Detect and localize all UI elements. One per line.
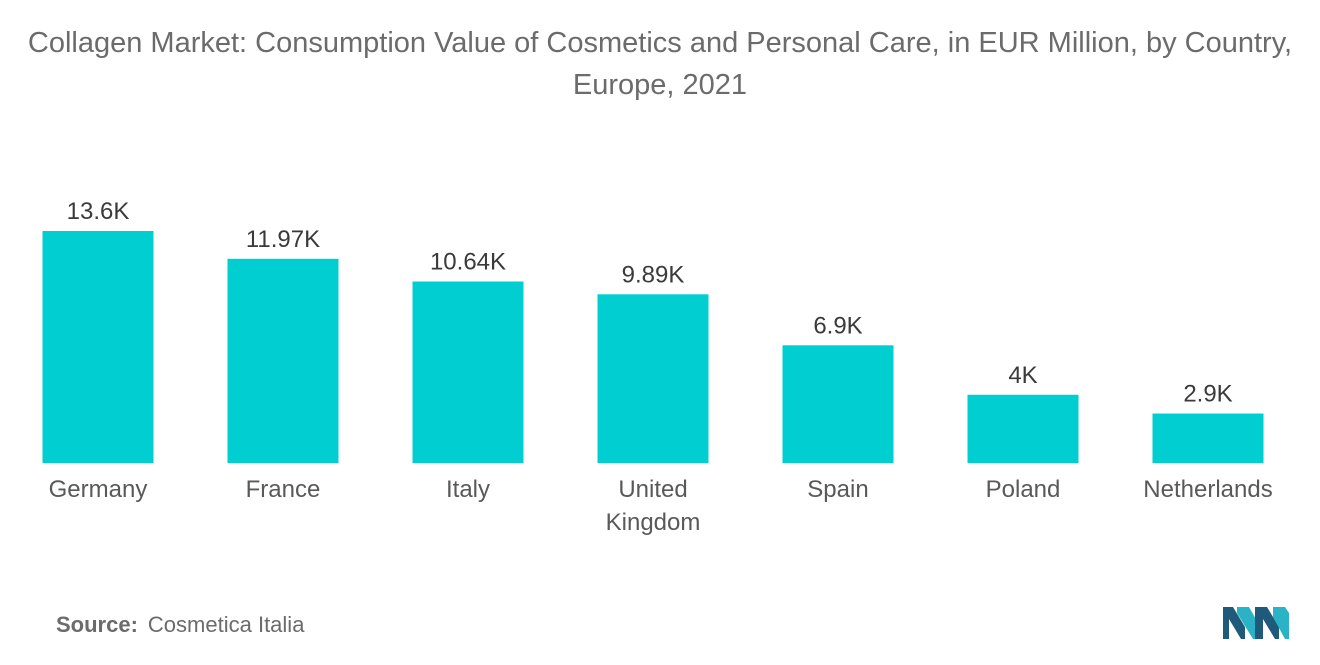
- category-label: Netherlands: [1143, 476, 1272, 503]
- bar-france: [227, 258, 339, 463]
- value-label: 11.97K: [246, 226, 320, 253]
- value-label: 10.64K: [430, 248, 506, 275]
- value-label: 6.9K: [813, 312, 862, 339]
- category-label: United: [618, 476, 687, 503]
- category-label: Poland: [986, 476, 1061, 503]
- value-label: 9.89K: [622, 261, 685, 288]
- chart-title: Collagen Market: Consumption Value of Co…: [27, 27, 1293, 101]
- category-label: France: [246, 476, 321, 503]
- value-label: 13.6K: [67, 198, 130, 225]
- category-label: Germany: [49, 476, 148, 503]
- value-label: 4K: [1008, 362, 1037, 389]
- bar-poland: [967, 394, 1079, 463]
- category-label: Spain: [807, 476, 868, 503]
- value-label: 2.9K: [1183, 381, 1232, 408]
- source-value: Cosmetica Italia: [147, 612, 305, 637]
- source-label: Source:: [56, 612, 138, 637]
- bar-germany: [42, 231, 154, 463]
- bar-netherlands: [1152, 413, 1264, 463]
- value-labels-group: 13.6K 11.97K 10.64K 9.89K 6.9K 4K 2.9K: [67, 198, 1233, 408]
- category-label: Kingdom: [606, 509, 701, 536]
- mordor-intelligence-logo-icon: [1223, 607, 1289, 639]
- source-note: Source: Cosmetica Italia: [56, 612, 304, 638]
- bar-united-kingdom: [597, 294, 709, 463]
- bars-group: [42, 231, 1264, 463]
- category-labels-group: Germany France Italy United Kingdom Spain Pola…: [49, 476, 1273, 536]
- bar-spain: [782, 345, 894, 463]
- category-label: Italy: [446, 476, 490, 503]
- bar-italy: [412, 281, 524, 463]
